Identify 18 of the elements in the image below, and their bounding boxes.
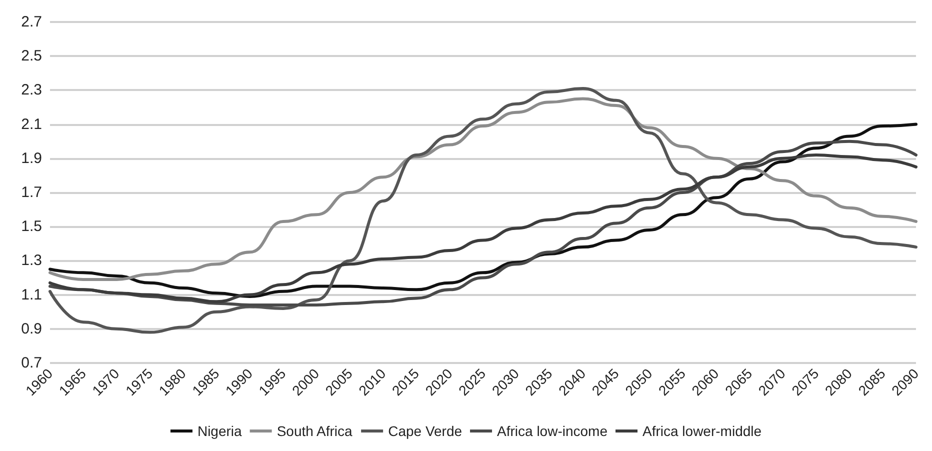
- y-tick-label: 1.5: [21, 218, 42, 236]
- y-tick-label: 2.7: [21, 14, 42, 30]
- legend-label: Africa lower-middle: [642, 423, 762, 439]
- legend-label: Nigeria: [197, 423, 242, 439]
- y-tick-label: 0.9: [21, 320, 42, 338]
- legend-label: Cape Verde: [388, 423, 462, 439]
- line-series: [48, 86, 918, 334]
- y-tick-label: 2.1: [21, 116, 42, 133]
- y-tick-label: 0.7: [21, 354, 42, 372]
- y-tick-label: 1.9: [21, 150, 42, 167]
- y-tick-label: 2.5: [21, 48, 42, 65]
- legend-label: Africa low-income: [497, 423, 608, 439]
- y-tick-label: 1.7: [21, 184, 42, 201]
- line-series: [48, 97, 918, 281]
- y-tick-label: 1.1: [21, 286, 42, 304]
- legend-label: South Africa: [276, 423, 353, 439]
- y-tick-label: 1.3: [21, 252, 42, 270]
- y-tick-label: 2.3: [21, 82, 42, 99]
